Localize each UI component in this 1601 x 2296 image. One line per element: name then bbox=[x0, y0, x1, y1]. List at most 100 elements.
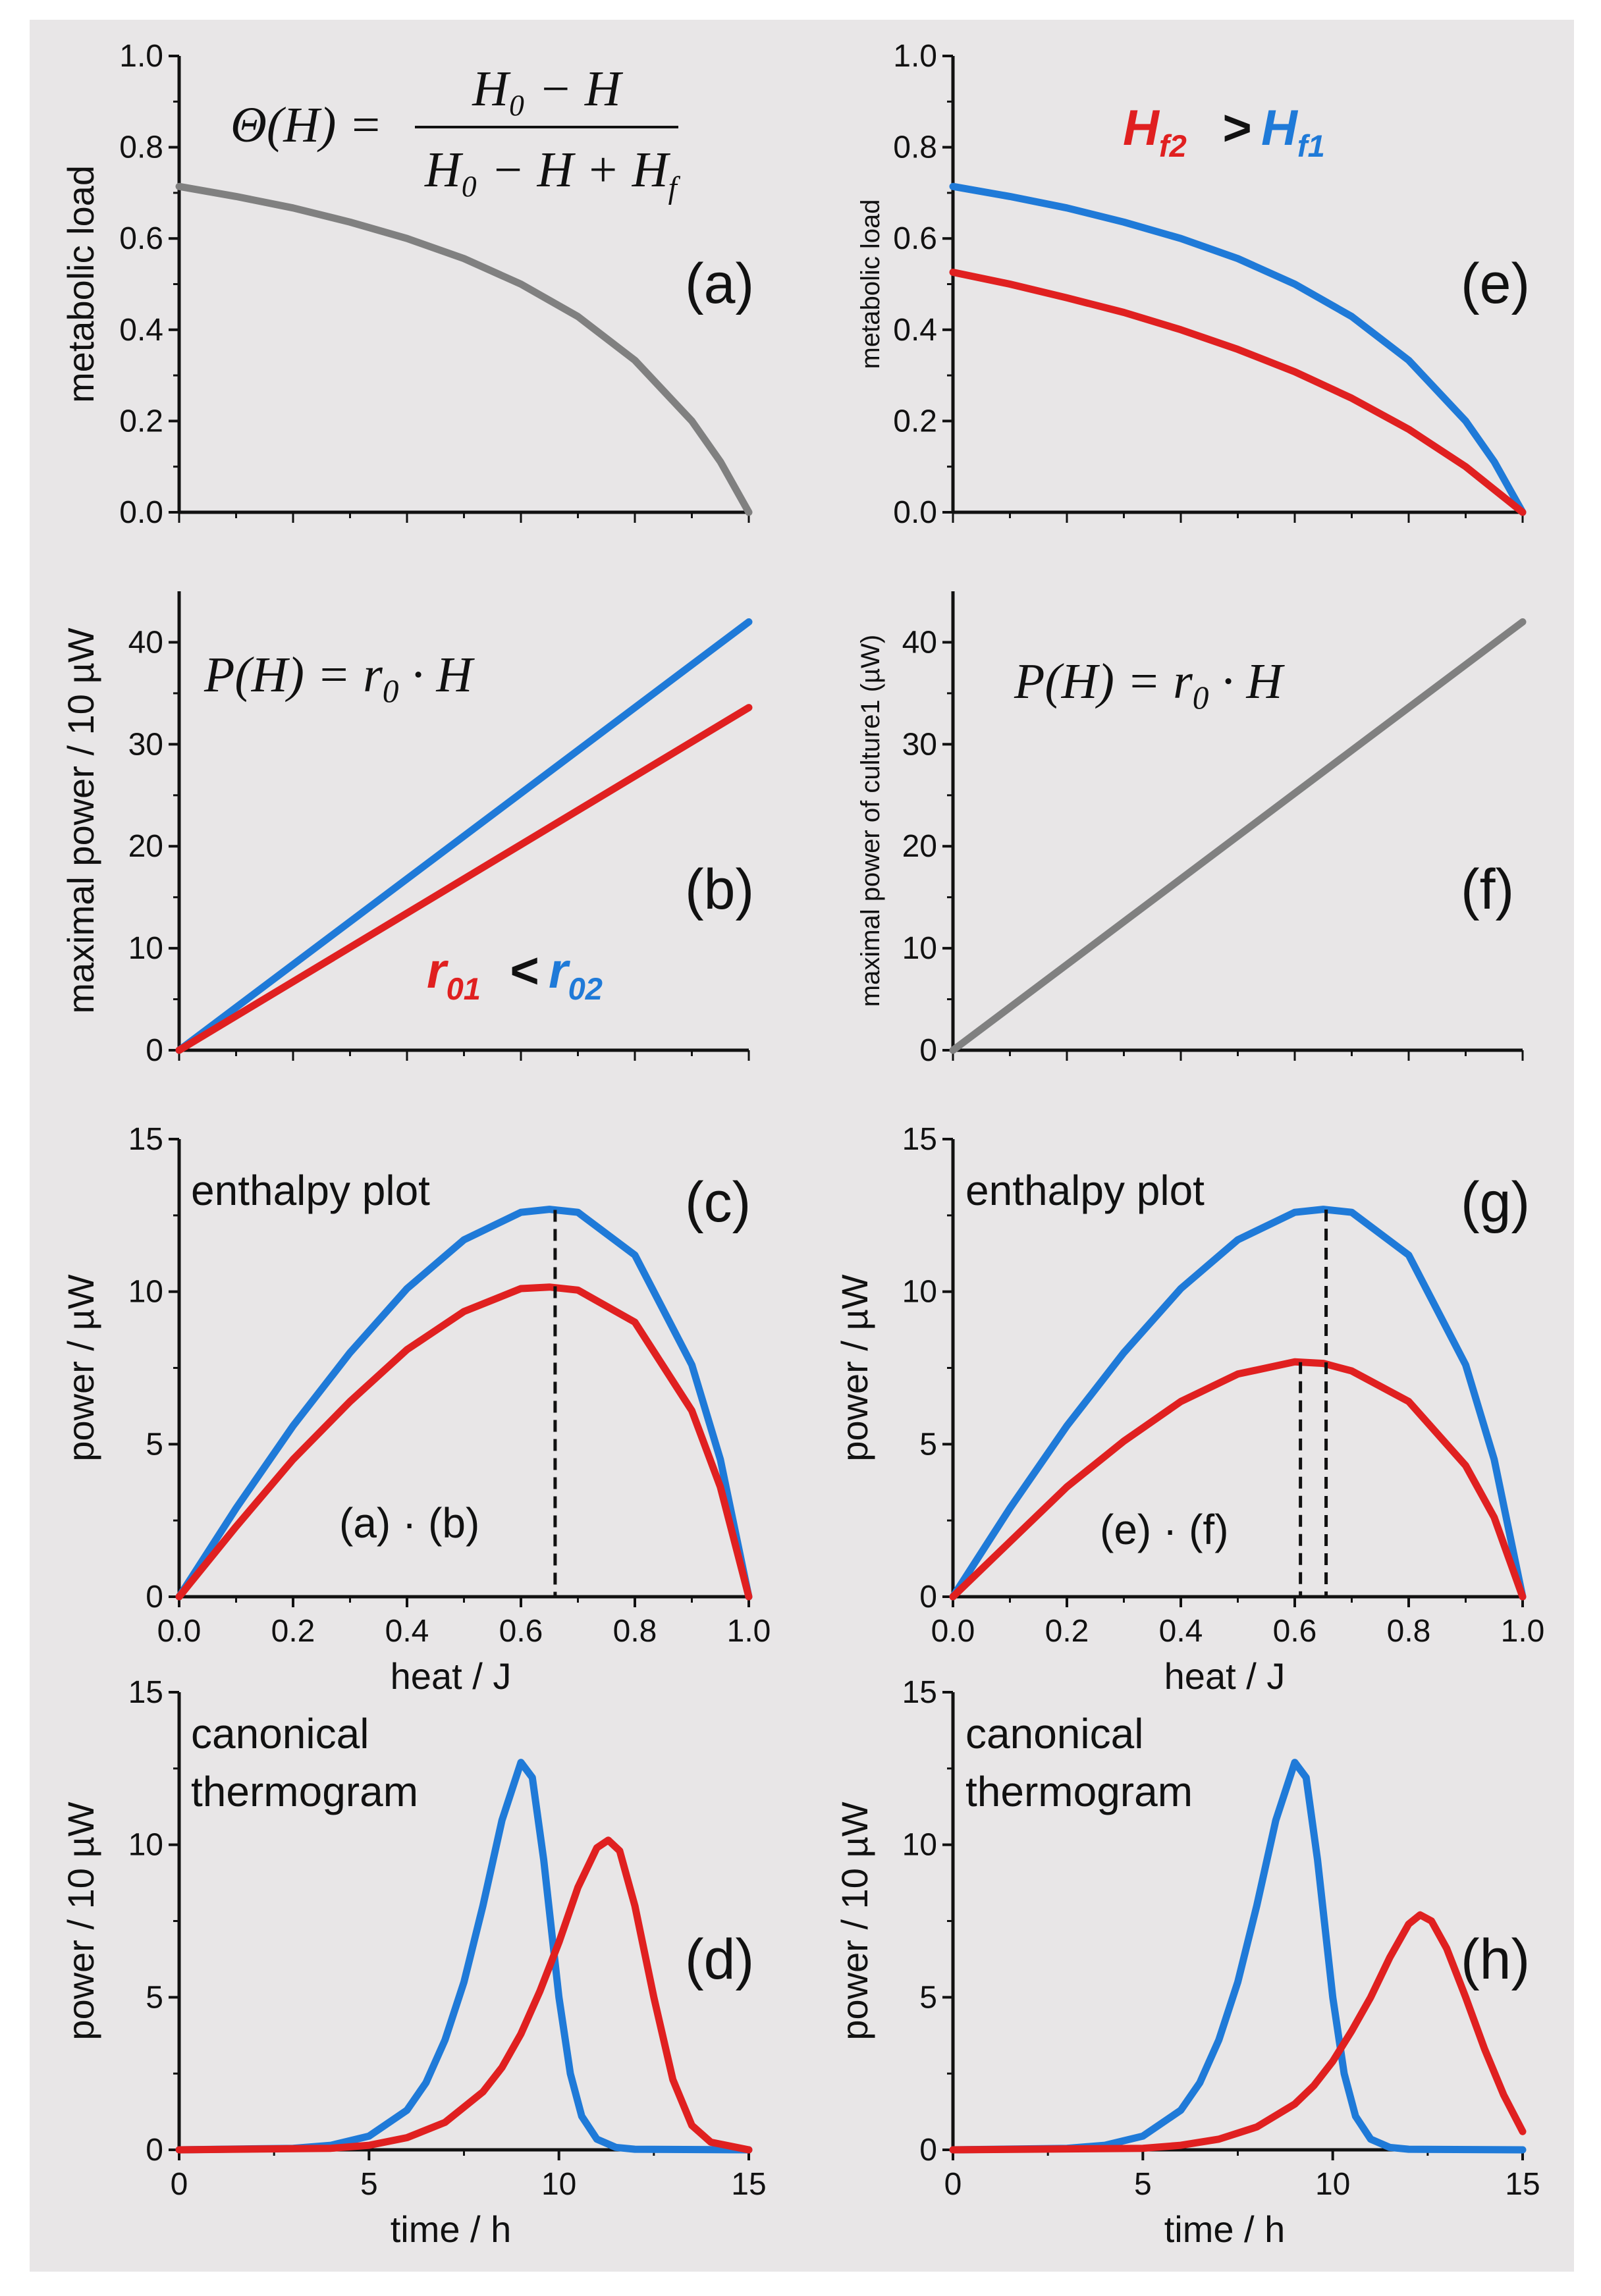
series-line-red bbox=[175, 1283, 753, 1601]
formula-sub: 0 bbox=[383, 673, 399, 709]
panel-label: (d) bbox=[685, 1928, 754, 1991]
y-tick-label: 0.0 bbox=[893, 495, 937, 530]
x-tick-label: 0.4 bbox=[1159, 1614, 1203, 1649]
x-tick-label: 10 bbox=[541, 2167, 576, 2202]
series-line-red bbox=[949, 1358, 1527, 1601]
comparison-left: Hf2 bbox=[1123, 100, 1187, 163]
comparison-left-sub: f2 bbox=[1159, 128, 1187, 163]
series-line-red bbox=[175, 704, 753, 1054]
formula-lhs: Θ(H) = bbox=[231, 97, 383, 153]
x-tick-label: 1.0 bbox=[1501, 1614, 1545, 1649]
y-axis-label: maximal power of culture1 (µW) bbox=[856, 635, 885, 1007]
y-tick-label: 0.6 bbox=[119, 221, 163, 256]
series-line-blue bbox=[175, 1759, 753, 2154]
y-tick-label: 15 bbox=[128, 1122, 163, 1157]
y-axis-label: metabolic load bbox=[60, 165, 101, 403]
panel-h: 0 5 10 15 0 5 10 15 power / 10 µW time / h (h) cano… bbox=[834, 1675, 1540, 2250]
series-line-blue bbox=[175, 1206, 753, 1601]
y-tick-label: 0 bbox=[919, 1033, 937, 1068]
x-tick-label: 5 bbox=[1134, 2167, 1152, 2202]
x-tick-label: 0.8 bbox=[613, 1614, 657, 1649]
y-axis-label: power / 10 µW bbox=[60, 1802, 101, 2040]
y-tick-label: 0 bbox=[146, 1580, 163, 1615]
x-axis-label: heat / J bbox=[1164, 1655, 1286, 1697]
y-tick-label: 40 bbox=[128, 625, 163, 660]
panels: 0.0 0.2 0.4 0.6 0.8 1.0 metabolic load (a) Θ(H) … bbox=[60, 39, 1544, 2250]
series-line-gray bbox=[949, 618, 1527, 1054]
formula-tail: · H bbox=[1209, 654, 1286, 709]
x-tick-label: 0.0 bbox=[157, 1614, 202, 1649]
formula-denominator-main: H₀ − H + H bbox=[424, 142, 671, 198]
y-tick-label: 10 bbox=[128, 931, 163, 966]
x-tick-label: 0 bbox=[944, 2167, 962, 2202]
x-tick-label: 15 bbox=[731, 2167, 766, 2202]
panel-annotation: (e) · (f) bbox=[1100, 1506, 1229, 1553]
panel-title-line: canonical bbox=[191, 1710, 369, 1757]
y-tick-label: 0.2 bbox=[893, 404, 937, 439]
formula-main: P(H) = r bbox=[204, 647, 383, 703]
comparison-operator: < bbox=[509, 943, 538, 999]
panel-title: enthalpy plot bbox=[965, 1167, 1205, 1214]
formula: P(H) = r0 · H bbox=[1014, 654, 1286, 716]
series-line-blue bbox=[175, 618, 753, 1054]
panel-c: 0 5 10 15 0.0 0.2 0.4 0.6 0.8 1.0 power / µW heat /… bbox=[60, 1122, 771, 1697]
x-axis-label: heat / J bbox=[391, 1655, 512, 1697]
y-tick-label: 0.8 bbox=[119, 130, 163, 165]
x-tick-label: 0.2 bbox=[1045, 1614, 1089, 1649]
panel-annotation: (a) · (b) bbox=[339, 1499, 479, 1547]
y-tick-label: 5 bbox=[146, 1980, 163, 2015]
formula: P(H) = r0 · H bbox=[204, 647, 475, 709]
comparison-left-main: r bbox=[427, 943, 449, 999]
series-line-red bbox=[949, 1911, 1527, 2154]
y-tick-label: 0.6 bbox=[893, 221, 937, 256]
panel-a: 0.0 0.2 0.4 0.6 0.8 1.0 metabolic load (a) Θ(H) … bbox=[60, 39, 754, 530]
y-tick-label: 0 bbox=[919, 2133, 937, 2168]
x-axis-label: time / h bbox=[391, 2208, 512, 2250]
y-tick-label: 10 bbox=[128, 1828, 163, 1863]
y-tick-label: 15 bbox=[128, 1675, 163, 1710]
comparison-left-sub: 01 bbox=[447, 971, 481, 1006]
y-tick-label: 40 bbox=[902, 625, 937, 660]
y-tick-label: 10 bbox=[128, 1275, 163, 1310]
formula-sub: 0 bbox=[1193, 680, 1209, 716]
x-tick-label: 0.4 bbox=[385, 1614, 429, 1649]
y-tick-label: 0.4 bbox=[119, 313, 163, 348]
y-tick-label: 15 bbox=[902, 1675, 937, 1710]
y-tick-label: 30 bbox=[128, 727, 163, 762]
formula-numerator: H₀ − H bbox=[472, 61, 624, 117]
panel-title-line: canonical bbox=[965, 1710, 1143, 1757]
x-tick-label: 1.0 bbox=[727, 1614, 771, 1649]
comparison-left-main: H bbox=[1123, 100, 1160, 156]
y-tick-label: 10 bbox=[902, 1275, 937, 1310]
x-tick-label: 0.2 bbox=[271, 1614, 315, 1649]
series-line-gray bbox=[175, 182, 753, 516]
panel-title-line: thermogram bbox=[965, 1768, 1193, 1815]
panel-label: (a) bbox=[685, 252, 754, 315]
x-tick-label: 0.6 bbox=[499, 1614, 543, 1649]
panel-label: (g) bbox=[1461, 1171, 1530, 1234]
y-tick-label: 0 bbox=[146, 2133, 163, 2168]
x-tick-label: 0.0 bbox=[931, 1614, 975, 1649]
y-axis-label: metabolic load bbox=[856, 200, 885, 369]
series-line-blue bbox=[949, 1759, 1527, 2154]
panel-d: 0 5 10 15 0 5 10 15 power / 10 µW time / h (d) cano… bbox=[60, 1675, 767, 2250]
y-tick-label: 0.8 bbox=[893, 130, 937, 165]
panel-label: (h) bbox=[1461, 1928, 1530, 1991]
y-tick-label: 0 bbox=[919, 1580, 937, 1615]
y-tick-label: 20 bbox=[902, 829, 937, 864]
y-tick-label: 10 bbox=[902, 1828, 937, 1863]
comparison-right: Hf1 bbox=[1261, 100, 1325, 163]
y-tick-label: 30 bbox=[902, 727, 937, 762]
figure-background bbox=[30, 20, 1574, 2272]
panel-title-line: thermogram bbox=[191, 1768, 418, 1815]
y-tick-label: 0.2 bbox=[119, 404, 163, 439]
comparison-right-main: r bbox=[549, 943, 571, 999]
y-tick-label: 0.0 bbox=[119, 495, 163, 530]
y-axis-label: power / µW bbox=[60, 1274, 101, 1461]
y-tick-label: 0 bbox=[146, 1033, 163, 1068]
x-tick-label: 0.8 bbox=[1387, 1614, 1431, 1649]
x-tick-label: 15 bbox=[1505, 2167, 1540, 2202]
y-tick-label: 0.4 bbox=[893, 313, 937, 348]
